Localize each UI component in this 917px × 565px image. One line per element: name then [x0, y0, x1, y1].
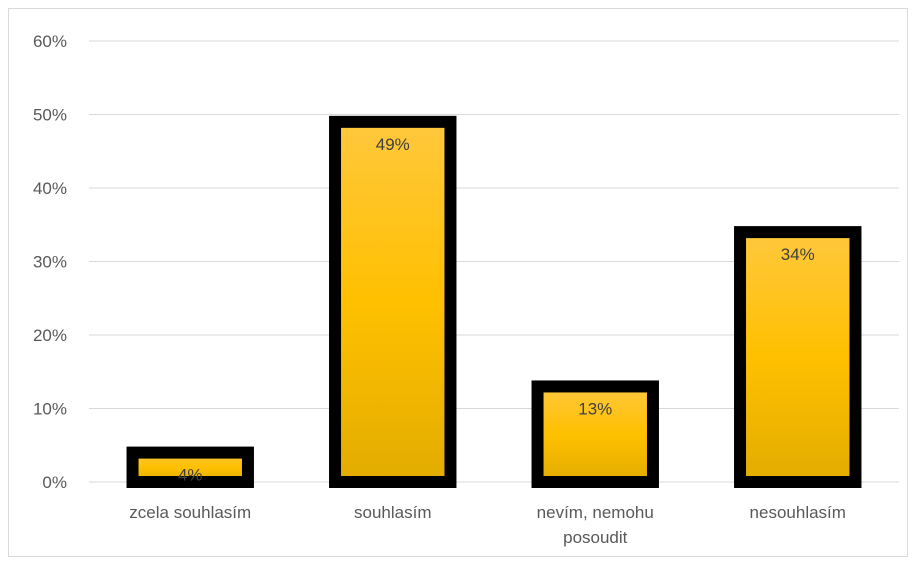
y-axis-ticks: 0% 10% 20% 30% 40% 50% 60%	[33, 32, 67, 492]
data-label: 34%	[781, 245, 815, 264]
bar-0	[126, 446, 254, 489]
y-tick-label: 20%	[33, 326, 67, 345]
y-tick-label: 10%	[33, 400, 67, 419]
bar-chart: 0% 10% 20% 30% 40% 50% 60% 4% 49% 13% 34% zcela s…	[33, 32, 899, 547]
data-label: 13%	[578, 399, 612, 418]
y-tick-label: 40%	[33, 179, 67, 198]
chart-frame: 0% 10% 20% 30% 40% 50% 60% 4% 49% 13% 34% zcela s…	[8, 8, 908, 557]
bars	[126, 115, 862, 489]
y-tick-label: 30%	[33, 253, 67, 272]
y-tick-label: 60%	[33, 32, 67, 51]
gridlines	[89, 40, 899, 483]
y-tick-label: 0%	[42, 473, 67, 492]
x-tick-label: nesouhlasím	[750, 503, 846, 522]
data-label: 4%	[178, 466, 203, 485]
y-tick-label: 50%	[33, 106, 67, 125]
x-axis-ticks: zcela souhlasím souhlasím nevím, nemohu pos…	[129, 503, 846, 547]
bar-1	[329, 115, 457, 488]
data-label: 49%	[376, 135, 410, 154]
x-tick-label: zcela souhlasím	[129, 503, 251, 522]
x-tick-label: posoudit	[563, 528, 628, 547]
x-tick-label: nevím, nemohu	[537, 503, 654, 522]
x-tick-label: souhlasím	[354, 503, 431, 522]
data-labels: 4% 49% 13% 34%	[178, 135, 815, 485]
bar-2	[531, 380, 659, 489]
bar-3	[734, 226, 862, 488]
